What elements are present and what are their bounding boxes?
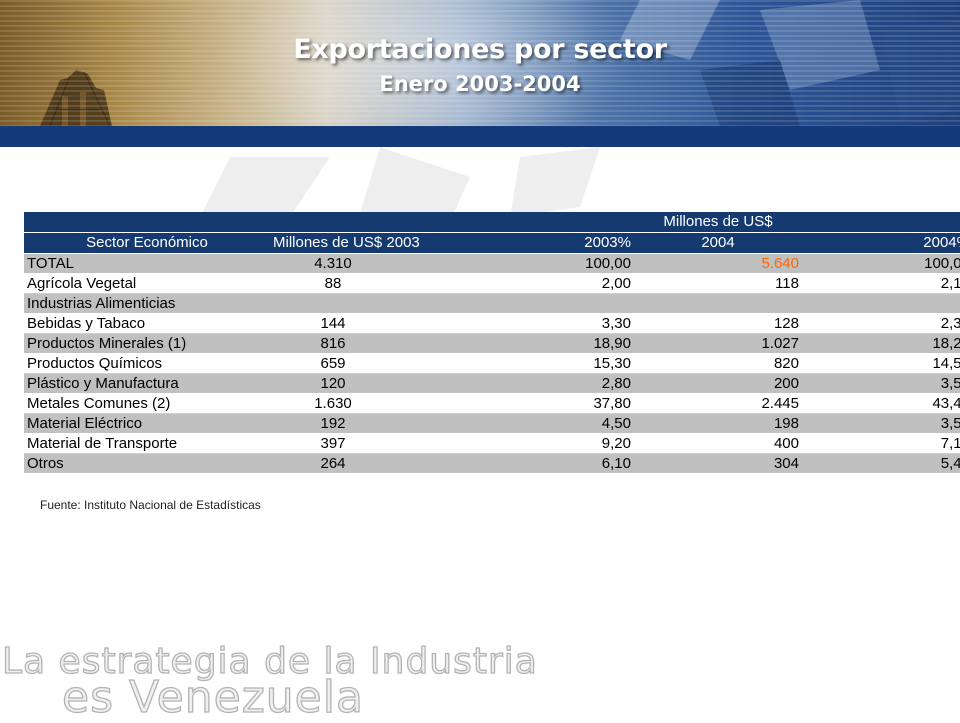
group-header-millones: Millones de US$ [634,212,802,233]
table-row: Productos Químicos 659 15,30 820 14,50 [24,353,960,374]
source-note: Fuente: Instituto Nacional de Estadístic… [40,498,261,512]
cell-millones-2003: 192 [270,413,396,434]
cell-percent-2004: 7,10 [802,433,960,454]
banner-stripes [0,0,960,126]
column-header-2004-percent: 2004% [802,232,960,254]
cell-percent-2004: 2,10 [802,273,960,294]
table-row: Material Eléctrico 192 4,50 198 3,50 [24,413,960,434]
banner-glow [220,0,640,126]
table-row: Bebidas y Tabaco 144 3,30 128 2,30 [24,313,960,334]
cell-percent-2003: 3,30 [396,313,634,334]
cell-value-2004: 304 [634,453,802,474]
cell-percent-2003 [396,293,634,314]
cell-value-2004: 198 [634,413,802,434]
cell-percent-2003: 2,80 [396,373,634,394]
table-body: TOTAL 4.310 100,00 5.640 100,00 Agrícola… [24,253,960,474]
header-band [0,126,960,147]
cell-sector: Industrias Alimenticias [24,293,270,314]
cell-sector: Bebidas y Tabaco [24,313,270,334]
cell-millones-2003: 88 [270,273,396,294]
cell-percent-2004: 18,20 [802,333,960,354]
cell-sector: Productos Químicos [24,353,270,374]
cell-sector: Metales Comunes (2) [24,393,270,414]
cell-percent-2003: 37,80 [396,393,634,414]
table-header: Millones de US$ Sector Económico Millone… [24,212,960,254]
cell-millones-2003: 659 [270,353,396,374]
table-row: Productos Minerales (1) 816 18,90 1.027 … [24,333,960,354]
table-row: TOTAL 4.310 100,00 5.640 100,00 [24,253,960,274]
cell-percent-2003: 2,00 [396,273,634,294]
cell-millones-2003: 397 [270,433,396,454]
cell-millones-2003: 144 [270,313,396,334]
tagline-line-2: es Venezuela [61,672,364,723]
table-group-header-row: Millones de US$ [24,212,960,233]
cell-value-2004: 128 [634,313,802,334]
cell-percent-2003: 4,50 [396,413,634,434]
cell-percent-2004 [802,293,960,314]
table-row: Metales Comunes (2) 1.630 37,80 2.445 43… [24,393,960,414]
column-header-2004: 2004 [634,232,802,254]
column-header-millones-2003: Millones de US$ 2003 [270,232,420,254]
cell-millones-2003: 816 [270,333,396,354]
table-row: Industrias Alimenticias [24,293,960,314]
cell-sector: TOTAL [24,253,270,274]
banner-decoration [40,0,960,126]
header-spacer [802,212,960,233]
exports-table: Millones de US$ Sector Económico Millone… [24,212,960,474]
tagline-watermark: La estrategia de la Industria es Venezue… [1,641,538,723]
cell-sector: Material de Transporte [24,433,270,454]
cell-sector: Material Eléctrico [24,413,270,434]
cell-percent-2004: 3,50 [802,373,960,394]
column-header-2003-percent: 2003% [396,232,634,254]
cell-sector: Plástico y Manufactura [24,373,270,394]
cell-value-2004: 1.027 [634,333,802,354]
cell-value-2004: 400 [634,433,802,454]
cell-percent-2004: 2,30 [802,313,960,334]
cell-millones-2003: 1.630 [270,393,396,414]
cell-percent-2003: 9,20 [396,433,634,454]
cell-sector: Otros [24,453,270,474]
column-header-sector: Sector Económico [24,232,270,254]
page-subtitle: Enero 2003-2004 [379,72,581,96]
cell-percent-2003: 100,00 [396,253,634,274]
table-column-header-row: Sector Económico Millones de US$ 2003 20… [24,232,960,254]
header-spacer [24,212,270,233]
table-row: Otros 264 6,10 304 5,40 [24,453,960,474]
cell-percent-2004: 43,40 [802,393,960,414]
table-row: Plástico y Manufactura 120 2,80 200 3,50 [24,373,960,394]
cell-percent-2004: 5,40 [802,453,960,474]
cell-value-2004: 118 [634,273,802,294]
cell-millones-2003 [270,293,396,314]
cell-percent-2003: 18,90 [396,333,634,354]
header-banner [0,0,960,126]
cell-millones-2003: 4.310 [270,253,396,274]
table-row: Material de Transporte 397 9,20 400 7,10 [24,433,960,454]
tagline-line-1: La estrategia de la Industria [1,641,538,682]
cell-value-2004: 2.445 [634,393,802,414]
header-spacer [270,212,396,233]
cell-value-2004: 820 [634,353,802,374]
cell-value-2004: 200 [634,373,802,394]
table-row: Agrícola Vegetal 88 2,00 118 2,10 [24,273,960,294]
cell-sector: Agrícola Vegetal [24,273,270,294]
page-title: Exportaciones por sector [293,34,667,65]
cell-percent-2004: 14,50 [802,353,960,374]
cell-percent-2003: 15,30 [396,353,634,374]
cell-value-2004-highlight: 5.640 [634,253,802,274]
header-spacer [396,212,634,233]
cell-percent-2004: 100,00 [802,253,960,274]
cell-millones-2003: 264 [270,453,396,474]
cell-percent-2004: 3,50 [802,413,960,434]
cell-value-2004 [634,293,802,314]
cell-sector: Productos Minerales (1) [24,333,270,354]
cell-percent-2003: 6,10 [396,453,634,474]
cell-millones-2003: 120 [270,373,396,394]
